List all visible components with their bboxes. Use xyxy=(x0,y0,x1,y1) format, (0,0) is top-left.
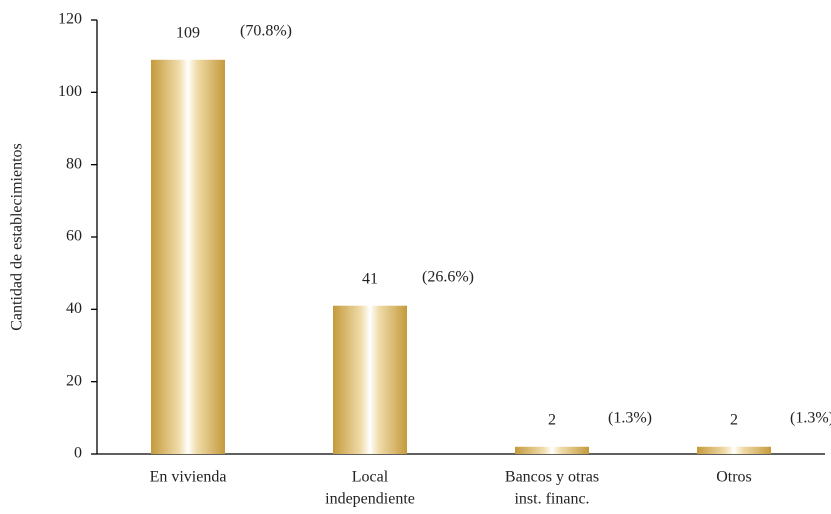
bar xyxy=(697,446,771,454)
y-tick-label: 20 xyxy=(66,372,82,389)
x-tick-label: Bancos y otras xyxy=(505,469,599,486)
x-tick-label: Otros xyxy=(716,469,752,486)
x-tick-label: En vivienda xyxy=(150,469,227,486)
y-tick-label: 40 xyxy=(66,300,82,317)
percent-label: (70.8%) xyxy=(240,22,292,39)
bar xyxy=(151,59,225,455)
value-label: 41 xyxy=(362,270,378,287)
value-label: 2 xyxy=(730,411,738,428)
y-tick-label: 80 xyxy=(66,155,82,172)
y-tick-label: 60 xyxy=(66,228,82,245)
y-tick-label: 120 xyxy=(58,11,82,28)
value-label: 109 xyxy=(176,24,200,41)
y-tick-label: 100 xyxy=(58,83,82,100)
percent-label: (1.3%) xyxy=(608,409,652,426)
bar xyxy=(515,446,589,454)
x-tick-label: inst. financ. xyxy=(514,491,589,508)
x-tick-label: Local xyxy=(352,469,389,486)
percent-label: (26.6%) xyxy=(422,268,474,285)
value-label: 2 xyxy=(548,411,556,428)
y-tick-label: 0 xyxy=(74,445,82,462)
x-tick-label: independiente xyxy=(325,491,415,508)
percent-label: (1.3%) xyxy=(790,409,831,426)
y-axis-label: Cantidad de establecimientos xyxy=(9,143,26,331)
bar xyxy=(333,305,407,454)
